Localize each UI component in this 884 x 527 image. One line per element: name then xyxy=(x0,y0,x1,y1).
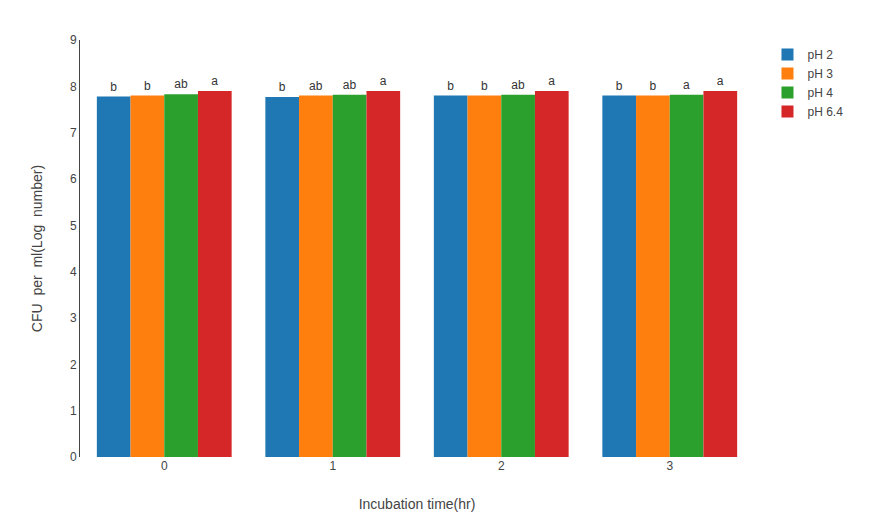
svg-text:b: b xyxy=(144,79,151,93)
svg-text:3: 3 xyxy=(666,459,673,473)
svg-text:b: b xyxy=(279,80,286,94)
svg-text:0: 0 xyxy=(161,459,168,473)
svg-text:9: 9 xyxy=(70,33,77,47)
svg-text:a: a xyxy=(683,78,690,92)
svg-text:8: 8 xyxy=(70,80,77,94)
svg-text:6: 6 xyxy=(70,172,77,186)
svg-text:4: 4 xyxy=(70,265,77,279)
svg-text:ab: ab xyxy=(511,78,525,92)
svg-text:CFU per ml(Log number): CFU per ml(Log number) xyxy=(29,165,45,332)
svg-text:pH 4: pH 4 xyxy=(807,86,833,100)
svg-text:pH 6.4: pH 6.4 xyxy=(807,105,843,119)
svg-text:5: 5 xyxy=(70,219,77,233)
svg-text:b: b xyxy=(110,80,117,94)
svg-text:7: 7 xyxy=(70,126,77,140)
svg-text:b: b xyxy=(616,79,623,93)
svg-text:ab: ab xyxy=(343,78,357,92)
svg-text:pH 3: pH 3 xyxy=(807,67,833,81)
svg-text:b: b xyxy=(649,79,656,93)
svg-text:1: 1 xyxy=(70,404,77,418)
svg-text:a: a xyxy=(211,74,218,88)
svg-text:0: 0 xyxy=(70,450,77,464)
svg-text:Incubation time(hr): Incubation time(hr) xyxy=(359,496,476,512)
svg-text:b: b xyxy=(447,79,454,93)
svg-text:a: a xyxy=(548,74,555,88)
svg-text:ab: ab xyxy=(174,77,188,91)
svg-text:ab: ab xyxy=(309,79,323,93)
svg-text:b: b xyxy=(481,79,488,93)
svg-text:a: a xyxy=(380,74,387,88)
svg-text:3: 3 xyxy=(70,311,77,325)
svg-text:pH 2: pH 2 xyxy=(807,48,833,62)
svg-text:1: 1 xyxy=(329,459,336,473)
svg-text:a: a xyxy=(717,74,724,88)
svg-text:2: 2 xyxy=(498,459,505,473)
svg-text:2: 2 xyxy=(70,358,77,372)
